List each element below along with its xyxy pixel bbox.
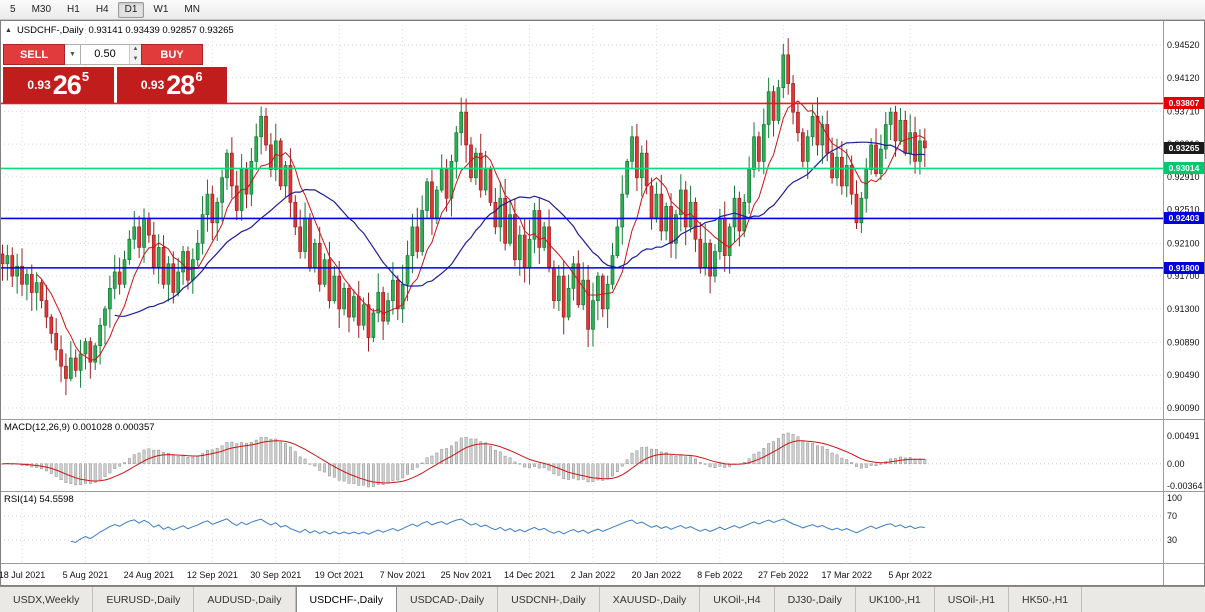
panel-separators[interactable] [0, 20, 1205, 586]
chart-tab-hk50-[interactable]: HK50-,H1 [1009, 587, 1083, 612]
lot-decrease-button[interactable]: ▼ [130, 54, 141, 64]
buy-button[interactable]: BUY [141, 44, 203, 65]
svg-text:30: 30 [1167, 535, 1177, 545]
svg-text:19 Oct 2021: 19 Oct 2021 [315, 570, 364, 580]
svg-text:24 Aug 2021: 24 Aug 2021 [124, 570, 175, 580]
svg-text:5 Aug 2021: 5 Aug 2021 [63, 570, 109, 580]
buy-price-prefix: 0.93 [140, 78, 165, 92]
chart-symbol-marker-icon: ▲ [5, 27, 12, 34]
sell-button[interactable]: SELL [3, 44, 65, 65]
svg-text:0.92910: 0.92910 [1167, 172, 1200, 182]
timeframe-toolbar: 5 M30 H1 H4 D1 W1 MN [0, 0, 1205, 20]
price-level-badge[interactable]: 0.91800 [1164, 261, 1204, 274]
svg-text:14 Dec 2021: 14 Dec 2021 [504, 570, 555, 580]
lot-stepper: ▲ ▼ [129, 45, 141, 64]
chart-tab-usdcnh-[interactable]: USDCNH-,Daily [498, 587, 600, 612]
svg-text:0.92510: 0.92510 [1167, 205, 1200, 215]
svg-text:17 Mar 2022: 17 Mar 2022 [821, 570, 872, 580]
svg-text:0.91300: 0.91300 [1167, 304, 1200, 314]
svg-text:0.94520: 0.94520 [1167, 40, 1200, 50]
svg-text:0.91700: 0.91700 [1167, 271, 1200, 281]
symbol-ohlc-readout: 0.93141 0.93439 0.92857 0.93265 [88, 25, 234, 36]
chevron-down-icon: ▼ [69, 51, 76, 58]
lot-size-value[interactable]: 0.50 [94, 48, 116, 60]
svg-text:18 Jul 2021: 18 Jul 2021 [0, 570, 45, 580]
svg-text:30 Sep 2021: 30 Sep 2021 [250, 570, 301, 580]
ma-fast-line [36, 100, 926, 361]
chart-tab-xauusd-[interactable]: XAUUSD-,Daily [600, 587, 701, 612]
chart-tab-dj30-[interactable]: DJ30-,Daily [775, 587, 856, 612]
rsi-line [70, 518, 925, 543]
svg-text:20 Jan 2022: 20 Jan 2022 [632, 570, 682, 580]
ma-slow-line [114, 141, 925, 317]
price-level-badge[interactable]: 0.93807 [1164, 97, 1204, 110]
chart-tab-usoil-[interactable]: USOil-,H1 [935, 587, 1010, 612]
svg-text:0.92100: 0.92100 [1167, 238, 1200, 248]
chart-tab-uk100-[interactable]: UK100-,H1 [856, 587, 935, 612]
svg-text:0.94120: 0.94120 [1167, 73, 1200, 83]
svg-text:2 Jan 2022: 2 Jan 2022 [571, 570, 616, 580]
timeframe-button-5[interactable]: 5 [3, 2, 23, 18]
chart-tab-eurusd-[interactable]: EURUSD-,Daily [93, 587, 195, 612]
svg-text:0.90890: 0.90890 [1167, 337, 1200, 347]
svg-text:100: 100 [1167, 493, 1182, 503]
grid-layer [0, 25, 1163, 563]
sell-price-display[interactable]: 0.93 26 5 [3, 67, 114, 103]
svg-text:27 Feb 2022: 27 Feb 2022 [758, 570, 809, 580]
svg-text:5 Apr 2022: 5 Apr 2022 [888, 570, 932, 580]
svg-text:0.90090: 0.90090 [1167, 403, 1200, 413]
svg-text:0.00491: 0.00491 [1167, 431, 1200, 441]
timeframe-button-w1[interactable]: W1 [146, 2, 175, 18]
lot-dropdown-button[interactable]: ▼ [65, 44, 81, 65]
svg-text:7 Nov 2021: 7 Nov 2021 [380, 570, 426, 580]
timeframe-button-group: 5 M30 H1 H4 D1 W1 MN [2, 1, 208, 18]
chart-tab-usdx[interactable]: USDX,Weekly [0, 587, 94, 612]
chart-tab-ukoil-[interactable]: UKOil-,H4 [700, 587, 775, 612]
buy-price-big-digits: 28 [166, 69, 195, 100]
sell-price-prefix: 0.93 [27, 78, 51, 92]
lot-increase-button[interactable]: ▲ [130, 45, 141, 55]
price-level-badge[interactable]: 0.92403 [1164, 212, 1204, 225]
svg-text:-0.00364: -0.00364 [1167, 481, 1203, 491]
symbol-header: ▲ USDCHF-,Daily 0.93141 0.93439 0.92857 … [5, 25, 234, 36]
chart-tab-bar: USDX,Weekly EURUSD-,Daily AUDUSD-,Daily USD… [0, 586, 1205, 612]
level-lines-layer [0, 102, 1163, 269]
chart-tab-usdchf-[interactable]: USDCHF-,Daily [295, 587, 398, 612]
one-click-trade-panel: SELL ▼ 0.50 ▲ ▼ BUY 0.93 26 5 0.93 28 [3, 44, 227, 103]
chart-tab-usdcad-[interactable]: USDCAD-,Daily [397, 587, 499, 612]
price-level-badge[interactable]: 0.93014 [1164, 162, 1204, 175]
svg-text:0.00: 0.00 [1167, 459, 1185, 469]
lot-size-field[interactable]: 0.50 ▲ ▼ [81, 44, 141, 65]
svg-text:0.90490: 0.90490 [1167, 370, 1200, 380]
svg-text:0.93710: 0.93710 [1167, 106, 1200, 116]
buy-price-pip-digit: 6 [195, 68, 203, 84]
timeframe-button-m30[interactable]: M30 [25, 2, 58, 18]
current-price-badge: 0.93265 [1164, 141, 1204, 154]
timeframe-button-h1[interactable]: H1 [60, 2, 87, 18]
sell-price-big-digits: 26 [52, 69, 82, 100]
timeframe-button-d1[interactable]: D1 [117, 1, 145, 18]
svg-text:70: 70 [1167, 511, 1177, 521]
timeframe-button-mn[interactable]: MN [177, 2, 207, 18]
timeframe-button-h4[interactable]: H4 [89, 2, 116, 18]
chart-tab-audusd-[interactable]: AUDUSD-,Daily [194, 587, 296, 612]
buy-price-display[interactable]: 0.93 28 6 [116, 67, 227, 103]
rsi-indicator-header: RSI(14) 54.5598 [4, 494, 74, 505]
symbol-title: USDCHF-,Daily [16, 25, 84, 36]
macd-signal-line [2, 440, 925, 484]
svg-text:8 Feb 2022: 8 Feb 2022 [697, 570, 743, 580]
svg-text:25 Nov 2021: 25 Nov 2021 [441, 570, 492, 580]
sell-price-pip-digit: 5 [81, 68, 90, 84]
date-axis-labels: 18 Jul 2021 5 Aug 2021 24 Aug 2021 12 Sep 2… [0, 570, 932, 580]
macd-indicator-header: MACD(12,26,9) 0.001028 0.000357 [4, 422, 155, 433]
svg-text:12 Sep 2021: 12 Sep 2021 [187, 570, 238, 580]
